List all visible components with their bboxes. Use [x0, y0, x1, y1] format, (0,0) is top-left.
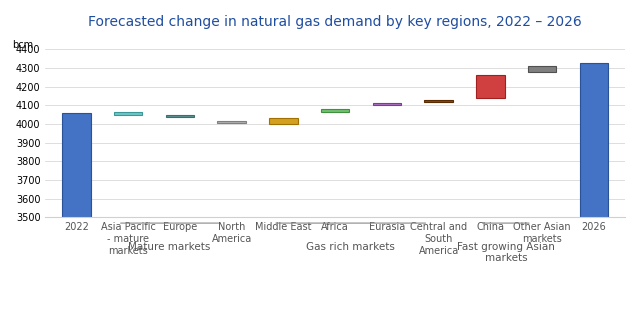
Bar	[580, 63, 608, 217]
Bar	[62, 113, 91, 217]
Bar	[321, 109, 349, 112]
Text: Fast growing Asian
markets: Fast growing Asian markets	[457, 242, 555, 263]
Bar	[166, 115, 194, 117]
Title: Forecasted change in natural gas demand by key regions, 2022 – 2026: Forecasted change in natural gas demand …	[88, 15, 582, 29]
Bar	[476, 75, 505, 98]
Bar	[218, 121, 246, 123]
Bar	[269, 118, 298, 124]
Bar	[424, 100, 453, 102]
Text: Gas rich markets: Gas rich markets	[307, 242, 395, 252]
Bar	[528, 66, 556, 72]
Y-axis label: bcm: bcm	[12, 40, 33, 50]
Text: Mature markets: Mature markets	[129, 242, 211, 252]
Bar	[372, 103, 401, 105]
Bar	[114, 112, 143, 115]
